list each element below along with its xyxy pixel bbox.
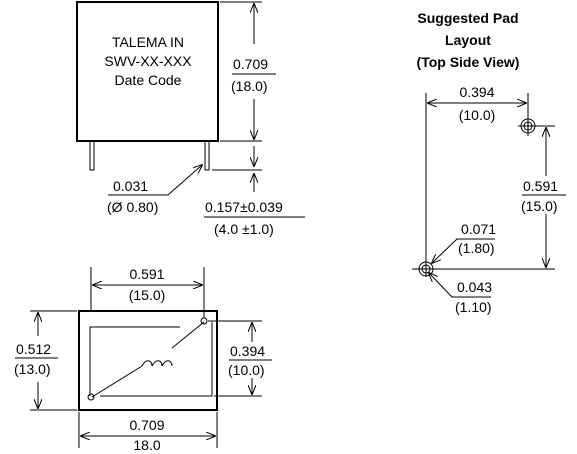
pad-layout-title-line2: Layout <box>445 32 491 48</box>
inner-outline-right <box>100 322 213 397</box>
pin-diameter-value-mm: (Ø 0.80) <box>107 199 158 215</box>
component-label-line2: SWV-XX-XXX <box>104 53 192 69</box>
pin-1-marker <box>87 393 95 401</box>
pin-left <box>89 140 95 171</box>
pitch-value-in: 0.394 <box>230 343 265 359</box>
length-value-in: 0.709 <box>129 417 164 433</box>
component-label-line3: Date Code <box>115 72 182 88</box>
pad-diameter-value-mm: (1.80) <box>458 240 495 256</box>
length-value-mm: 18.0 <box>133 437 160 453</box>
hole-diameter-value-mm: (1.10) <box>455 299 492 315</box>
pad-layout-title-line3: (Top Side View) <box>417 54 520 70</box>
wire-lead-left <box>91 365 143 398</box>
pad-layout: Suggested Pad Layout (Top Side View) 0.3… <box>412 10 566 315</box>
pad-layout-title-line1: Suggested Pad <box>417 10 518 26</box>
pad-pitch-y-value-mm: (15.0) <box>521 198 558 214</box>
height-value-in: 0.709 <box>233 56 268 72</box>
component-body-bottom <box>78 310 218 411</box>
hole-diameter-value-in: 0.043 <box>457 279 492 295</box>
front-view: TALEMA IN SWV-XX-XXX Date Code 0.709 (18… <box>76 1 305 237</box>
pitch-value-mm: (10.0) <box>228 362 265 378</box>
pad-diameter-value-in: 0.071 <box>461 221 496 237</box>
pin-diameter-value-in: 0.031 <box>113 178 148 194</box>
wire-lead-right <box>171 321 205 349</box>
pad-pitch-y-value-in: 0.591 <box>523 178 558 194</box>
pin-diameter-leader <box>108 165 202 196</box>
depth-value-in: 0.512 <box>16 341 51 357</box>
component-body-front <box>76 1 219 142</box>
pin-span-value-in: 0.591 <box>129 266 164 282</box>
pin-length-value-in: 0.157±0.039 <box>205 199 283 215</box>
bottom-view: 0.591 (15.0) 0.512 (13.0) 0.394 (10.0) 0… <box>14 266 272 453</box>
depth-value-mm: (13.0) <box>14 361 51 377</box>
pin-span-value-mm: (15.0) <box>129 287 166 303</box>
coil-symbol <box>141 360 173 367</box>
hole-diameter-leader <box>429 273 491 298</box>
pin-right <box>204 140 210 171</box>
inner-outline-left <box>89 326 180 396</box>
pad-pitch-x-value-mm: (10.0) <box>459 107 496 123</box>
component-label-line1: TALEMA IN <box>112 34 184 50</box>
height-value-mm: (18.0) <box>231 78 268 94</box>
pad-diameter-leader <box>432 238 495 263</box>
pin-2-marker <box>200 317 208 325</box>
pad-pitch-x-value-in: 0.394 <box>459 84 494 100</box>
pin-length-value-mm: (4.0 ±1.0) <box>214 221 274 237</box>
